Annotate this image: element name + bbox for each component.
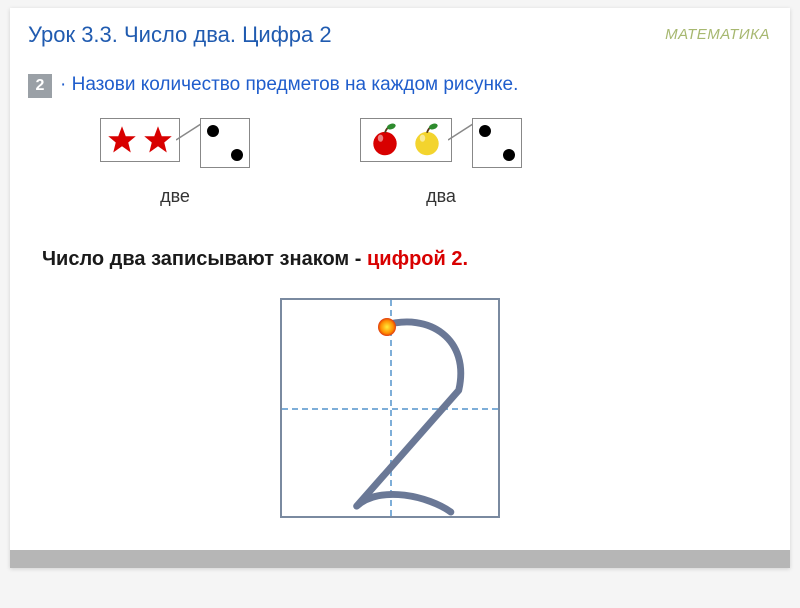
task-prompt: · Назови количество предметов на каждом … bbox=[60, 74, 518, 96]
example-apples: два bbox=[360, 118, 522, 207]
start-point-icon bbox=[378, 318, 396, 336]
writing-grid bbox=[280, 298, 500, 518]
slide: Урок 3.3. Число два. Цифра 2 МАТЕМАТИКА … bbox=[10, 8, 790, 568]
star-icon bbox=[143, 125, 173, 155]
apple-icon bbox=[367, 122, 403, 158]
apples-box bbox=[360, 118, 452, 162]
count-label: две bbox=[100, 186, 250, 207]
bullet: · bbox=[60, 74, 66, 95]
stars-box bbox=[100, 118, 180, 162]
statement-red: цифрой 2. bbox=[367, 248, 468, 270]
lesson-title: Урок 3.3. Число два. Цифра 2 bbox=[28, 22, 332, 48]
statement-black: Число два записывают знаком - bbox=[42, 248, 367, 270]
task-number-badge: 2 bbox=[28, 74, 52, 98]
count-label: два bbox=[360, 186, 522, 207]
dot-icon bbox=[479, 125, 491, 137]
examples-row: две bbox=[100, 118, 522, 207]
dot-icon bbox=[503, 149, 515, 161]
bottom-bar bbox=[10, 550, 790, 568]
statement: Число два записывают знаком - цифрой 2. bbox=[42, 248, 468, 271]
subject-label: МАТЕМАТИКА bbox=[665, 26, 770, 43]
dot-icon bbox=[231, 149, 243, 161]
dots-box bbox=[200, 118, 250, 168]
example-stars: две bbox=[100, 118, 250, 207]
dot-icon bbox=[207, 125, 219, 137]
dots-box bbox=[472, 118, 522, 168]
prompt-text: Назови количество предметов на каждом ри… bbox=[72, 74, 519, 95]
apple-icon bbox=[409, 122, 445, 158]
star-icon bbox=[107, 125, 137, 155]
